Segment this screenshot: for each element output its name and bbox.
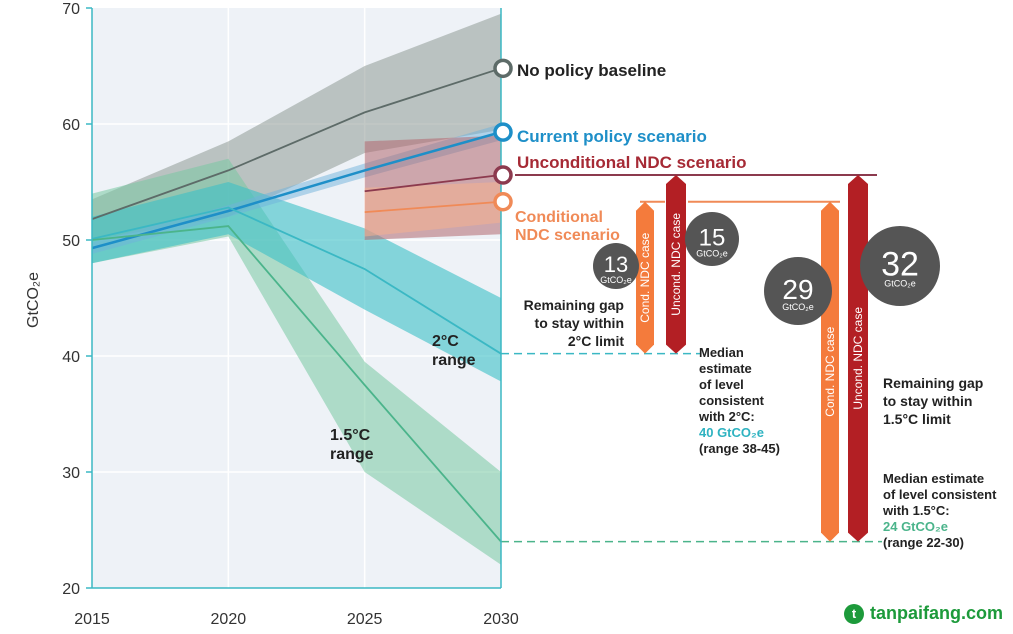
two-c-range-label-line2: range [432,352,476,369]
gap-bubble-value-3: 32 [881,246,919,284]
median-2c-line4: consistent [699,393,765,408]
one-five-range-label-line2: range [330,446,374,463]
band-one_five_c [92,158,501,565]
line-one_five_c [91,225,502,543]
x-tick-label: 2015 [74,611,110,628]
median-15c-note: Median estimate of level consistent with… [882,471,997,550]
gap-2c-note-line2: to stay within [535,315,624,331]
gap-2c-note-line3: 2°C limit [568,333,625,349]
axes [91,8,502,589]
gap-bubble-value-1: 15 [699,225,726,252]
gap-15c-note-line2: to stay within [883,393,972,409]
y-tick-label: 60 [62,117,80,134]
x-tick-label: 2030 [483,611,519,628]
gap-15c-note-line3: 1.5°C limit [883,411,951,427]
y-tick-label: 50 [62,233,80,250]
y-tick-labels: 20 30 40 50 60 70 [62,1,92,598]
gap-15c-note-line1: Remaining gap [883,375,983,391]
series-label-cond-line1: Conditional [515,209,603,226]
end-marker-cond [493,191,513,212]
end-marker-current [493,122,513,142]
series-label-baseline: No policy baseline [517,61,666,80]
gap-arrow-0 [636,201,654,354]
gap-arrow-1 [666,175,686,354]
one-five-range-label-line1: 1.5°C [330,427,371,444]
range-labels: 2°C range 1.5°C range [330,333,476,463]
y-axis-label: GtCO₂e [25,272,42,328]
median-15c-line1: Median estimate [883,471,984,486]
gap-arrow-label-0: Cond. NDC case [638,232,652,322]
line-baseline [91,67,502,220]
series-labels: No policy baseline Current policy scenar… [515,61,747,244]
y-tick-label: 30 [62,465,80,482]
line-two_c [91,206,502,355]
end-marker-baseline [493,58,513,79]
median-2c-line1: Median [699,345,744,360]
gap-2c-note-line1: Remaining gap [524,297,624,313]
y-tick-label: 20 [62,581,80,598]
end-marker-uncond [493,165,513,185]
gap-bubble-unit-2: GtCO₂e [782,302,814,312]
line-cond [364,200,502,214]
band-two_c [92,182,501,382]
y-tick-label: 70 [62,1,80,18]
median-2c-range: (range 38-45) [699,441,780,456]
median-15c-line2: of level consistent [883,487,997,502]
guide-lines [501,174,882,543]
median-2c-line2: estimate [699,361,752,376]
x-tick-labels: 2015 2020 2025 2030 [74,611,519,628]
gap-bubble-3 [860,226,940,306]
gap-bubble-0 [593,243,639,289]
median-15c-range: (range 22-30) [883,535,964,550]
median-15c-value: 24 GtCO₂e [883,519,948,534]
gap-bubble-1 [685,212,739,266]
gap-bubble-value-0: 13 [604,252,628,277]
median-2c-line5: with 2°C: [698,409,755,424]
series-label-uncond: Unconditional NDC scenario [517,153,747,172]
gap-2c-note: Remaining gap to stay within 2°C limit [524,297,625,349]
series-label-cond-line2: NDC scenario [515,227,620,244]
y-tick-label: 40 [62,349,80,366]
line-uncond [364,174,502,193]
band-cond [364,182,501,237]
scenario-lines [91,67,502,543]
watermark-text: tanpaifang.com [869,603,1003,623]
median-2c-note: Median estimate of level consistent with… [698,345,780,456]
gap-bubble-value-2: 29 [782,274,813,305]
gap-arrow-label-3: Uncond. NDC case [851,307,865,410]
line-current [91,130,502,250]
gap-arrow-label-2: Cond. NDC case [823,326,837,416]
series-label-current: Current policy scenario [517,127,707,146]
x-tick-label: 2025 [347,611,383,628]
gap-bubble-unit-1: GtCO₂e [696,249,728,259]
watermark-logo-icon: t [843,603,864,624]
gap-bubble-unit-0: GtCO₂e [600,275,632,285]
gap-bubble-unit-3: GtCO₂e [884,279,916,289]
x-tick-label: 2020 [211,611,247,628]
median-2c-value: 40 GtCO₂e [699,425,764,440]
watermark: t tanpaifang.com [843,603,1003,624]
series-end-markers [493,58,513,212]
median-2c-line3: of level [699,377,744,392]
gap-arrow-label-1: Uncond. NDC case [669,213,683,316]
gap-15c-note: Remaining gap to stay within 1.5°C limit [883,375,983,427]
median-15c-line3: with 1.5°C: [882,503,950,518]
gap-bubble-2 [764,257,832,325]
two-c-range-label-line1: 2°C [432,333,459,350]
